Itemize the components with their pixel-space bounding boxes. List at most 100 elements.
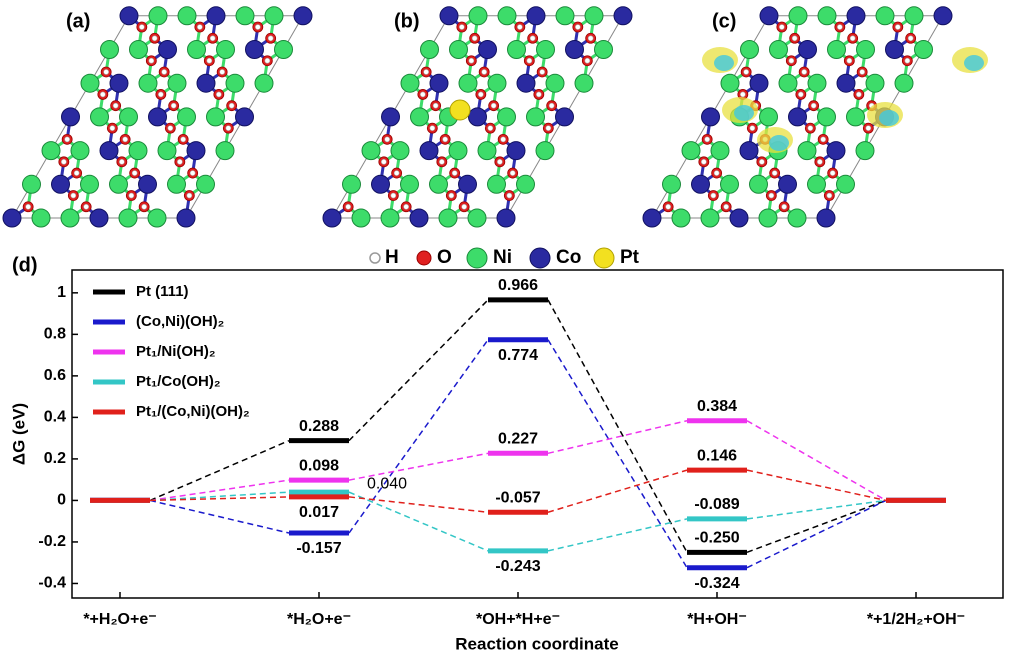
nickel-atom bbox=[836, 174, 855, 194]
hydrogen-atom bbox=[112, 102, 119, 109]
hydrogen-atom bbox=[180, 136, 186, 143]
hydrogen-atom bbox=[788, 57, 795, 64]
legend-label: Pt₁/(Co,Ni)(OH)₂ bbox=[136, 403, 250, 420]
nickel-atom bbox=[177, 107, 196, 127]
hydrogen-atom bbox=[771, 170, 778, 176]
nickel-atom bbox=[516, 174, 535, 194]
value-label: -0.250 bbox=[694, 530, 739, 547]
cobalt-atom bbox=[89, 208, 109, 228]
hydrogen-atom bbox=[151, 35, 158, 42]
nickel-atom bbox=[119, 107, 138, 127]
nickel-atom bbox=[865, 73, 885, 93]
atom-swatch bbox=[466, 247, 488, 269]
hydrogen-atom bbox=[119, 159, 125, 165]
connector bbox=[746, 469, 887, 502]
hydrogen-atom bbox=[497, 159, 503, 165]
hydrogen-atom bbox=[506, 192, 513, 199]
cobalt-atom bbox=[836, 73, 856, 93]
legend-label: Pt₁/Ni(OH)₂ bbox=[136, 343, 216, 360]
hydrogen-atom bbox=[429, 125, 436, 131]
nickel-atom bbox=[817, 6, 837, 26]
nickel-atom bbox=[477, 141, 497, 161]
nickel-atom bbox=[70, 141, 90, 161]
nickel-atom bbox=[487, 73, 507, 93]
hydrogen-atom bbox=[403, 203, 409, 210]
nickel-atom bbox=[700, 208, 720, 228]
hydrogen-atom bbox=[345, 203, 351, 210]
cobalt-atom bbox=[468, 107, 487, 127]
nickel-atom bbox=[536, 40, 555, 59]
nickel-atom bbox=[438, 208, 458, 228]
hydrogen-atom bbox=[490, 102, 497, 109]
hydrogen-atom bbox=[189, 170, 196, 176]
hydrogen-atom bbox=[219, 69, 225, 75]
nickel-atom bbox=[128, 141, 148, 161]
hydrogen-atom bbox=[526, 57, 533, 64]
nickel-atom bbox=[167, 174, 186, 194]
nickel-atom bbox=[487, 174, 506, 194]
hydrogen-atom bbox=[393, 170, 400, 176]
hydrogen-atom bbox=[665, 203, 671, 210]
nickel-atom bbox=[157, 141, 177, 161]
nickel-atom bbox=[797, 141, 817, 161]
connector bbox=[547, 469, 688, 513]
connector bbox=[348, 299, 489, 442]
hydrogen-atom bbox=[743, 69, 749, 75]
cobalt-atom bbox=[749, 73, 769, 93]
cobalt-atom bbox=[565, 40, 584, 59]
cobalt-atom bbox=[99, 141, 119, 161]
nickel-atom bbox=[206, 107, 225, 127]
legend-label: (Co,Ni)(OH)₂ bbox=[136, 313, 224, 330]
connector bbox=[746, 499, 887, 520]
hydrogen-atom bbox=[384, 136, 390, 143]
cobalt-atom bbox=[419, 141, 439, 161]
nickel-atom bbox=[274, 40, 293, 59]
charge-density bbox=[734, 105, 754, 121]
nickel-atom bbox=[856, 40, 875, 59]
hydrogen-atom bbox=[267, 35, 274, 42]
nickel-atom bbox=[526, 107, 545, 127]
hydrogen-atom bbox=[148, 57, 155, 64]
hydrogen-atom bbox=[826, 192, 833, 199]
cobalt-atom bbox=[458, 174, 477, 194]
legend-label: Pt (111) bbox=[136, 283, 189, 300]
nickel-atom bbox=[807, 174, 826, 194]
cobalt-atom bbox=[409, 208, 429, 228]
connector bbox=[348, 339, 489, 534]
cobalt-atom bbox=[516, 73, 536, 93]
nickel-atom bbox=[594, 40, 613, 59]
charge-density bbox=[964, 55, 984, 71]
hydrogen-atom bbox=[781, 203, 787, 210]
nickel-atom bbox=[507, 40, 526, 59]
hydrogen-atom bbox=[459, 24, 465, 30]
connector bbox=[547, 419, 688, 455]
nickel-atom bbox=[380, 208, 400, 228]
nickel-atom bbox=[410, 107, 429, 127]
connector bbox=[149, 439, 290, 502]
hydrogen-atom bbox=[856, 91, 862, 98]
hydrogen-atom bbox=[141, 203, 147, 210]
cobalt-atom bbox=[885, 40, 904, 59]
atom-legend-label: H bbox=[385, 247, 399, 268]
atom-legend-label: Ni bbox=[493, 247, 512, 268]
hydrogen-atom bbox=[131, 170, 138, 176]
nickel-atom bbox=[545, 73, 565, 93]
cobalt-atom bbox=[778, 174, 797, 194]
value-label: 0.966 bbox=[498, 277, 538, 294]
nickel-atom bbox=[817, 107, 836, 127]
hydrogen-atom bbox=[587, 35, 594, 42]
cobalt-atom bbox=[2, 208, 22, 228]
hydrogen-atom bbox=[779, 24, 785, 30]
cobalt-atom bbox=[788, 107, 807, 127]
hydrogen-atom bbox=[209, 35, 216, 42]
cobalt-atom bbox=[496, 208, 516, 228]
nickel-atom bbox=[147, 208, 167, 228]
hydrogen-atom bbox=[448, 192, 455, 199]
value-label: -0.243 bbox=[495, 558, 540, 575]
hydrogen-atom bbox=[539, 69, 545, 75]
value-label: 0.098 bbox=[299, 457, 339, 474]
hydrogen-atom bbox=[768, 192, 775, 199]
cobalt-atom bbox=[701, 107, 720, 127]
platinum-atom bbox=[449, 99, 471, 121]
